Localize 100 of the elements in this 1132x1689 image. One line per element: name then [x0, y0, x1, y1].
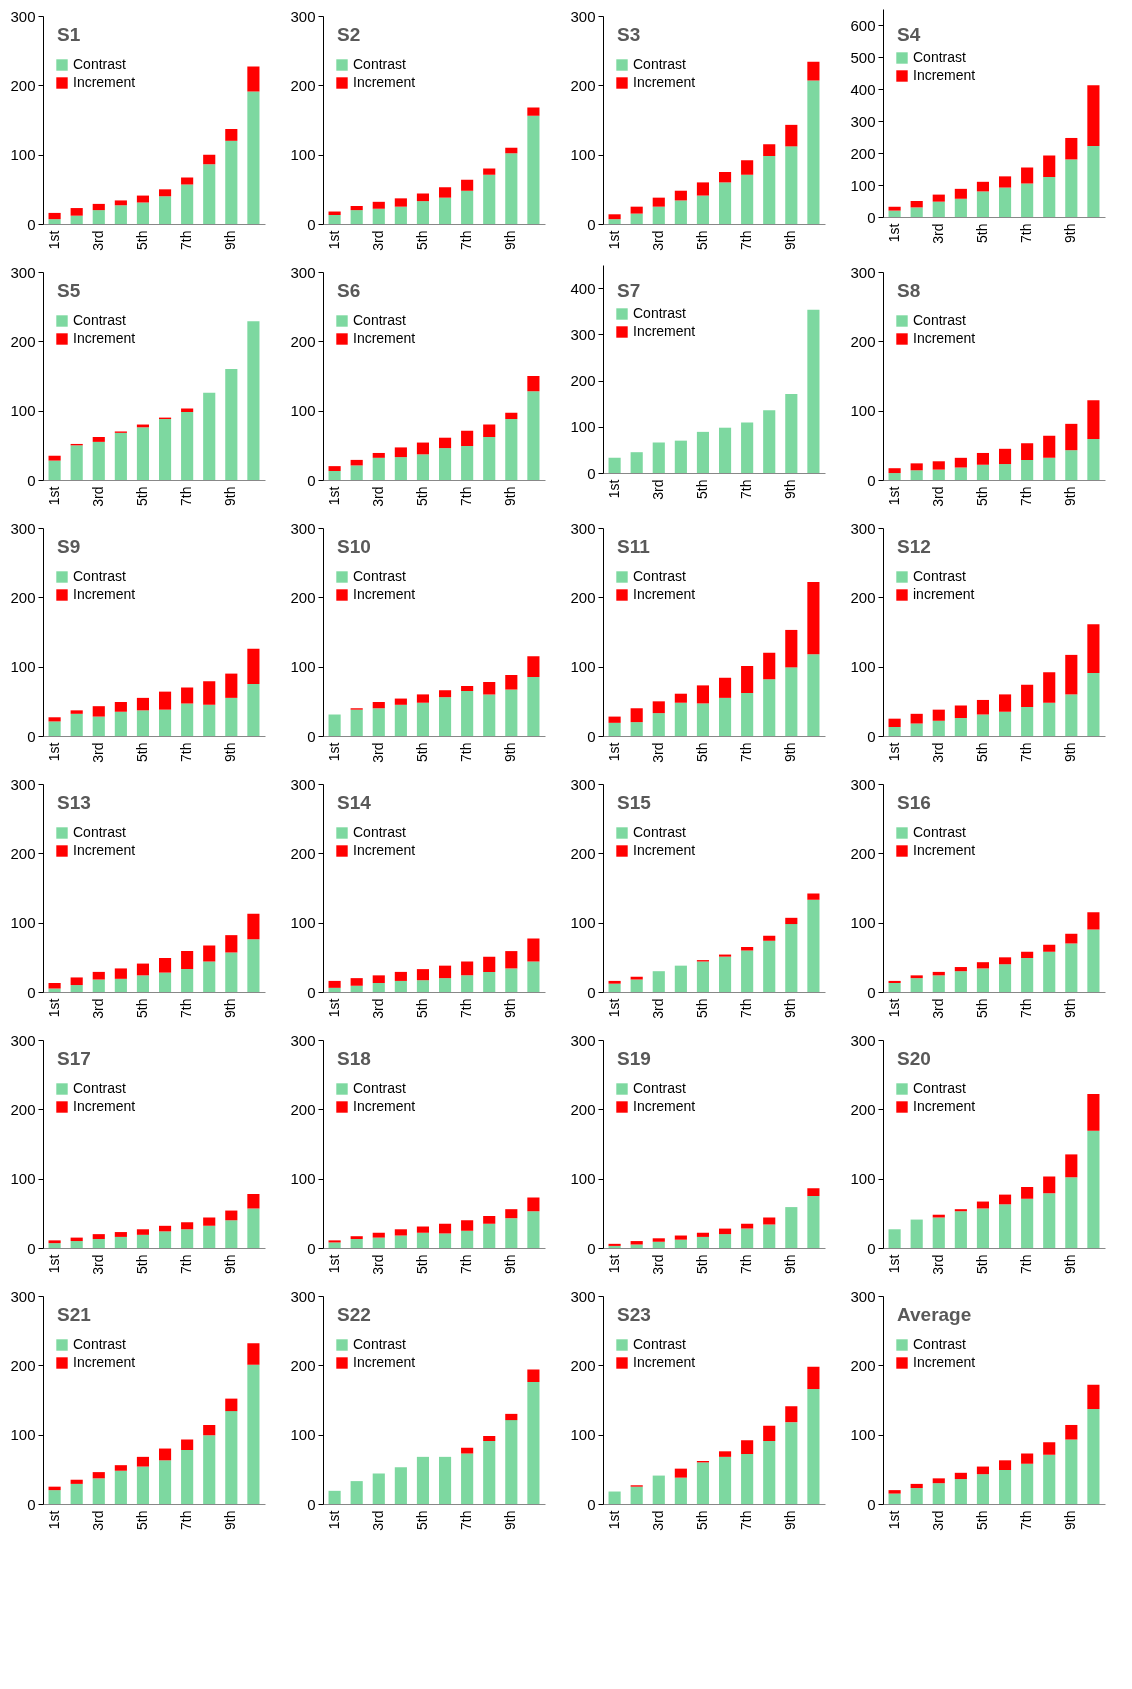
bar [505, 1218, 518, 1248]
x-tick-label: 9th [222, 486, 239, 506]
legend-label: Contrast [633, 305, 687, 321]
chart-title: Average [897, 1304, 972, 1325]
bar [1043, 951, 1056, 992]
legend-label: Contrast [913, 568, 967, 584]
bar [1087, 145, 1100, 217]
y-tick-label: 200 [850, 144, 876, 162]
legend-label: Increment [913, 1354, 976, 1370]
x-tick-label: 9th [782, 998, 799, 1018]
bar [136, 1234, 150, 1248]
x-tick-label: 9th [1062, 742, 1079, 762]
x-tick-label: 1st [325, 1254, 342, 1274]
bar [70, 985, 83, 992]
legend-label: Increment [73, 1354, 136, 1370]
x-tick-label: 7th [1018, 223, 1035, 243]
bar [438, 197, 452, 224]
x-tick-label: 9th [222, 1510, 239, 1530]
bar [203, 1217, 216, 1226]
bar [1043, 1193, 1056, 1248]
bar [394, 447, 407, 458]
x-tick-label: 3rd [929, 223, 946, 244]
x-tick-label: 3rd [369, 486, 386, 507]
legend-label: Contrast [73, 1080, 127, 1096]
text: S4 [897, 24, 921, 45]
bar [608, 1491, 621, 1504]
bar [807, 1196, 820, 1248]
bar [718, 172, 732, 183]
bar [225, 1220, 238, 1248]
x-tick-label: 7th [738, 230, 755, 250]
y-tick-label: 200 [290, 588, 316, 606]
bar [1065, 450, 1078, 480]
x-tick-label: 3rd [649, 479, 666, 500]
y-tick-label: 300 [850, 519, 876, 537]
bar [48, 460, 61, 480]
y-tick-label: 300 [850, 775, 876, 793]
bar [741, 693, 754, 736]
bar [92, 203, 105, 211]
bar [438, 448, 452, 480]
x-tick-label: 3rd [369, 230, 386, 251]
x-tick-label: 9th [502, 486, 519, 506]
bar [807, 61, 820, 81]
bar [483, 1440, 496, 1504]
legend-label: Contrast [913, 1080, 967, 1096]
bar [438, 1233, 452, 1248]
x-tick-label: 9th [782, 479, 799, 499]
bar [1043, 457, 1056, 480]
x-tick-label: 5th [693, 1510, 710, 1530]
x-tick-label: 5th [973, 1510, 990, 1530]
bar [350, 978, 363, 986]
bar [372, 1237, 385, 1248]
x-tick-label: 3rd [649, 1510, 666, 1531]
bar [910, 207, 923, 217]
bar [763, 144, 776, 157]
x-tick-label: 9th [782, 230, 799, 250]
bar [461, 1220, 474, 1231]
bar [483, 694, 496, 736]
bar [158, 709, 172, 736]
bar [416, 201, 430, 224]
bar [1065, 654, 1078, 695]
bar [461, 1453, 474, 1504]
bar [247, 684, 260, 736]
y-tick-label: 0 [587, 1495, 596, 1513]
y-tick-label: 200 [850, 588, 876, 606]
x-tick-label: 3rd [369, 1510, 386, 1531]
bar [394, 198, 407, 207]
bar [181, 412, 194, 480]
bar [1021, 1463, 1034, 1504]
x-tick-label: 9th [1062, 223, 1079, 243]
y-tick-label: 200 [10, 588, 36, 606]
x-tick-label: 1st [325, 742, 342, 762]
legend-label: Increment [633, 1354, 696, 1370]
legend-label: Increment [913, 842, 976, 858]
bar [1043, 944, 1056, 952]
y-tick-label: 0 [587, 464, 596, 482]
bar [1087, 439, 1100, 480]
bar [932, 709, 945, 721]
bar [932, 461, 945, 470]
bar [976, 714, 990, 736]
bar [807, 1188, 820, 1196]
x-tick-label: 1st [45, 486, 62, 506]
x-tick-label: 9th [502, 742, 519, 762]
bar [505, 147, 518, 154]
bar [696, 1236, 710, 1248]
bar [1087, 1384, 1100, 1410]
bar [608, 983, 621, 992]
bar [1065, 1424, 1078, 1440]
y-tick-label: 200 [570, 76, 596, 94]
chart-title: S20 [897, 1048, 931, 1069]
bar [394, 1229, 407, 1236]
chart-title: S10 [337, 536, 371, 557]
bar [92, 716, 105, 736]
x-tick-label: 1st [605, 1254, 622, 1274]
y-tick-label: 600 [850, 16, 876, 34]
bar [70, 713, 83, 736]
bar [136, 963, 150, 976]
legend-label: Contrast [633, 568, 687, 584]
x-tick-label: 3rd [929, 1254, 946, 1275]
x-tick-label: 7th [178, 486, 195, 506]
x-tick-label: 5th [973, 1254, 990, 1274]
